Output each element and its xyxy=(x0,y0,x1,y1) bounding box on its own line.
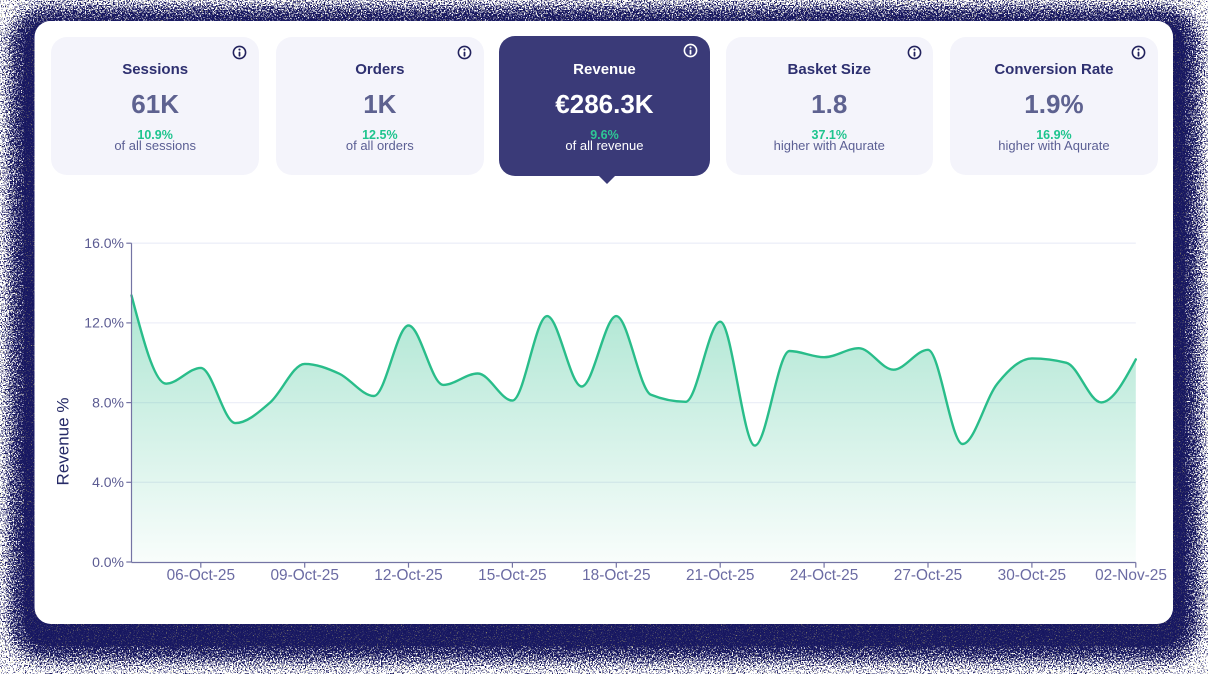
svg-text:12-Oct-25: 12-Oct-25 xyxy=(374,567,442,584)
svg-text:0.0%: 0.0% xyxy=(92,554,124,570)
svg-text:16.0%: 16.0% xyxy=(84,235,124,251)
svg-text:02-Nov-25: 02-Nov-25 xyxy=(1095,567,1167,584)
svg-text:4.0%: 4.0% xyxy=(92,474,124,490)
svg-text:18-Oct-25: 18-Oct-25 xyxy=(582,567,650,584)
svg-text:Revenue %: Revenue % xyxy=(54,398,73,486)
svg-text:06-Oct-25: 06-Oct-25 xyxy=(167,567,235,584)
svg-text:30-Oct-25: 30-Oct-25 xyxy=(998,567,1066,584)
svg-text:27-Oct-25: 27-Oct-25 xyxy=(894,567,962,584)
svg-text:15-Oct-25: 15-Oct-25 xyxy=(478,567,546,584)
svg-text:21-Oct-25: 21-Oct-25 xyxy=(686,567,754,584)
svg-text:12.0%: 12.0% xyxy=(84,315,124,331)
svg-text:09-Oct-25: 09-Oct-25 xyxy=(270,567,338,584)
svg-text:8.0%: 8.0% xyxy=(92,394,124,410)
svg-text:24-Oct-25: 24-Oct-25 xyxy=(790,567,858,584)
